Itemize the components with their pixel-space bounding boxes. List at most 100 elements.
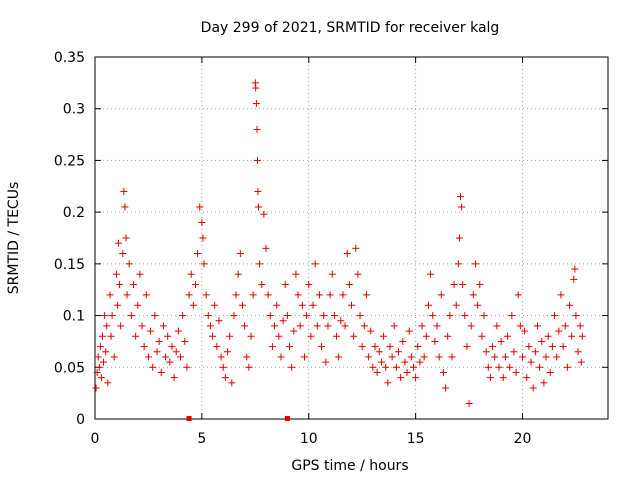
data-point xyxy=(459,281,467,289)
data-point xyxy=(97,374,105,382)
data-point xyxy=(499,374,507,382)
data-point xyxy=(527,358,535,366)
data-point xyxy=(283,312,291,320)
data-point xyxy=(525,343,533,351)
data-point xyxy=(112,270,120,278)
data-point xyxy=(92,384,100,392)
data-point xyxy=(136,270,144,278)
data-point xyxy=(448,353,456,361)
data-point xyxy=(343,250,351,258)
axis-markers xyxy=(186,416,290,421)
y-tick-label: 0.25 xyxy=(54,153,85,169)
data-point xyxy=(512,368,520,376)
data-point xyxy=(352,244,360,252)
data-point xyxy=(395,348,403,356)
data-point xyxy=(495,363,503,371)
data-point xyxy=(104,379,112,387)
data-point xyxy=(540,379,548,387)
data-point xyxy=(484,363,492,371)
data-points xyxy=(92,79,586,407)
data-point xyxy=(313,322,321,330)
data-point xyxy=(116,281,124,289)
data-point xyxy=(311,260,319,268)
data-point xyxy=(117,322,125,330)
data-point xyxy=(337,317,345,325)
data-point xyxy=(200,260,208,268)
x-tick-label: 15 xyxy=(407,431,425,447)
data-point xyxy=(159,322,167,330)
y-tick-label: 0.05 xyxy=(54,360,85,376)
data-point xyxy=(252,100,260,108)
data-point xyxy=(194,250,202,258)
grid-lines xyxy=(95,57,608,419)
data-point xyxy=(187,270,195,278)
data-point xyxy=(149,363,157,371)
data-point xyxy=(290,327,298,335)
data-point xyxy=(491,353,499,361)
data-point xyxy=(234,270,242,278)
data-point xyxy=(320,312,328,320)
x-tick-label: 10 xyxy=(300,431,318,447)
data-point xyxy=(322,358,330,366)
data-point xyxy=(110,353,118,361)
data-point xyxy=(138,322,146,330)
data-point xyxy=(431,337,439,345)
data-point xyxy=(465,399,473,407)
data-point xyxy=(164,332,172,340)
data-point xyxy=(305,281,313,289)
data-point xyxy=(125,260,133,268)
data-point xyxy=(504,332,512,340)
data-point xyxy=(501,353,509,361)
data-point xyxy=(429,312,437,320)
data-point xyxy=(170,374,178,382)
data-point xyxy=(437,291,445,299)
data-point xyxy=(482,348,490,356)
data-point xyxy=(362,291,370,299)
data-point xyxy=(333,332,341,340)
data-point xyxy=(508,312,516,320)
data-point xyxy=(241,322,249,330)
data-point xyxy=(236,250,244,258)
data-point xyxy=(418,322,426,330)
data-point xyxy=(224,348,232,356)
data-point xyxy=(358,343,366,351)
data-point xyxy=(578,332,586,340)
data-point xyxy=(243,353,251,361)
data-point xyxy=(249,291,257,299)
data-point xyxy=(486,374,494,382)
data-point xyxy=(232,291,240,299)
data-point xyxy=(166,358,174,366)
data-point xyxy=(106,291,114,299)
data-point xyxy=(397,374,405,382)
data-point xyxy=(268,343,276,351)
data-point xyxy=(328,270,336,278)
data-point xyxy=(371,343,379,351)
y-tick-label: 0.1 xyxy=(63,309,85,325)
data-point xyxy=(572,312,580,320)
data-point xyxy=(454,260,462,268)
data-point xyxy=(571,265,579,273)
plot-frame xyxy=(94,56,609,420)
data-point xyxy=(151,312,159,320)
data-point xyxy=(365,353,373,361)
data-point xyxy=(209,332,217,340)
data-point xyxy=(211,301,219,309)
data-point xyxy=(341,322,349,330)
data-point xyxy=(559,343,567,351)
y-tick-label: 0.3 xyxy=(63,102,85,118)
data-point xyxy=(275,332,283,340)
data-point xyxy=(330,312,338,320)
data-point xyxy=(217,353,225,361)
data-point xyxy=(172,348,180,356)
data-point xyxy=(324,322,332,330)
data-point xyxy=(480,312,488,320)
data-point xyxy=(519,353,526,361)
data-point xyxy=(292,270,300,278)
data-point xyxy=(536,363,544,371)
axis-ticks xyxy=(94,56,608,420)
data-point xyxy=(219,363,227,371)
data-point xyxy=(548,343,556,351)
data-point xyxy=(252,84,260,92)
data-point xyxy=(134,301,142,309)
x-tick-label: 20 xyxy=(514,431,532,447)
